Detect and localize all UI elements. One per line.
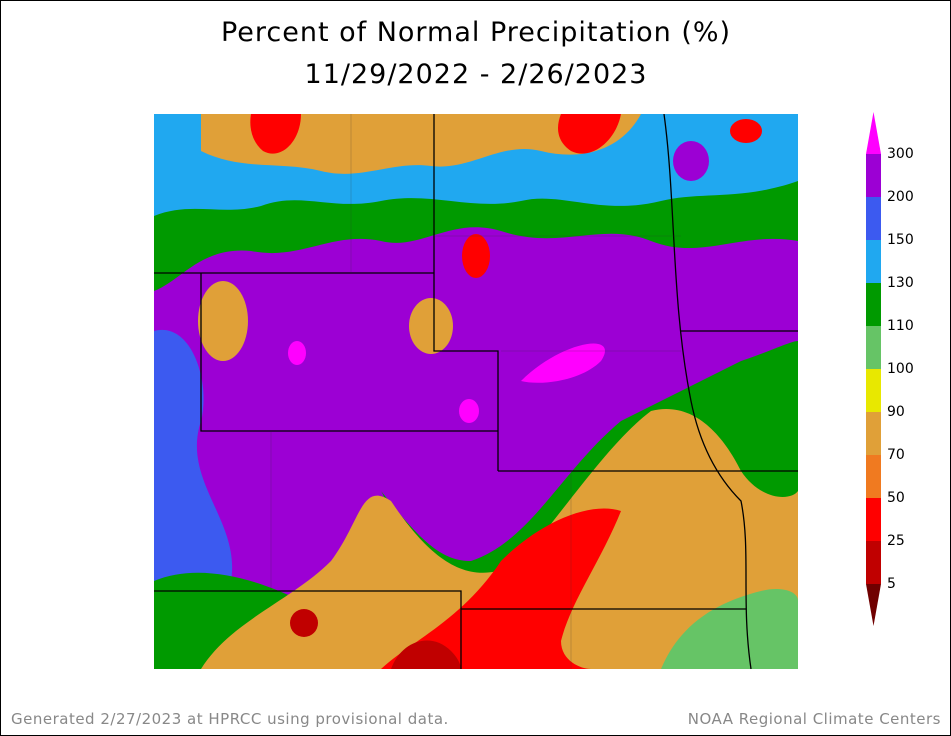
legend-swatch [866,455,881,498]
legend-swatch [866,197,881,240]
legend-arrow [866,112,881,154]
legend-swatch [866,498,881,541]
legend-label: 5 [887,576,896,592]
legend-label: 200 [887,189,914,205]
legend-swatch [866,412,881,455]
legend-label: 90 [887,404,905,420]
legend-label: 110 [887,318,914,334]
footer-left: Generated 2/27/2023 at HPRCC using provi… [11,710,449,728]
legend-swatch [866,283,881,326]
legend-label: 300 [887,146,914,162]
legend-swatch [866,240,881,283]
legend-label: 25 [887,533,905,549]
legend-label: 50 [887,490,905,506]
legend-arrow [866,584,881,626]
legend-swatch [866,326,881,369]
legend: 300 200 150 130 110 100 90 70 50 25 5 [866,112,914,626]
legend-label: 150 [887,232,914,248]
legend-swatch [866,154,881,197]
legend-label: 130 [887,275,914,291]
title-line2: 11/29/2022 - 2/26/2023 [305,59,648,90]
footer-right: NOAA Regional Climate Centers [688,710,941,728]
legend-label: 70 [887,447,905,463]
precip-map [154,114,798,669]
legend-label: 100 [887,361,914,377]
legend-swatch [866,369,881,412]
title-line1: Percent of Normal Precipitation (%) [221,17,731,48]
legend-swatch [866,541,881,584]
